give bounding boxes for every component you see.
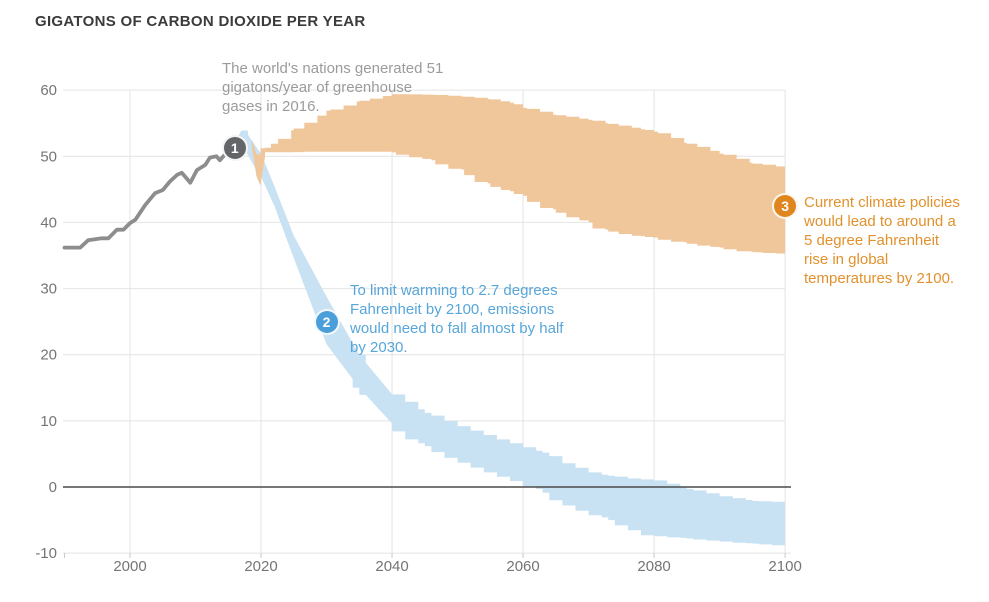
x-axis-label: 2100 <box>768 558 801 575</box>
x-axis-label: 2040 <box>375 558 408 575</box>
x-axis-label: 2060 <box>506 558 539 575</box>
y-axis-label: 30 <box>40 281 57 298</box>
historical-emissions-line <box>62 146 237 250</box>
x-axis-label: 2080 <box>637 558 670 575</box>
x-axis-label: 2020 <box>244 558 277 575</box>
y-axis-label: 50 <box>40 148 57 165</box>
band-pledges_band <box>234 130 786 546</box>
y-axis-label: 40 <box>40 214 57 231</box>
annotation-marker-3: 3 <box>772 192 799 219</box>
annotation-policies: Current climate policies would lead to a… <box>804 194 960 287</box>
x-axis-label: 2000 <box>113 558 146 575</box>
band-policies_band <box>251 94 786 254</box>
chart-title: GIGATONS OF CARBON DIOXIDE PER YEAR <box>35 13 366 30</box>
annotation-pledges: To limit warming to 2.7 degrees Fahrenhe… <box>350 282 564 356</box>
y-axis-label: 20 <box>40 347 57 364</box>
annotation-historical: The world's nations generated 51 gigaton… <box>222 60 444 115</box>
y-axis-label: 60 <box>40 82 57 99</box>
y-axis-label: 0 <box>49 479 57 496</box>
annotation-marker-2: 2 <box>313 308 340 335</box>
annotation-marker-1: 1 <box>221 135 248 162</box>
y-axis-label: 10 <box>40 413 57 430</box>
y-axis-label: -10 <box>35 545 57 562</box>
